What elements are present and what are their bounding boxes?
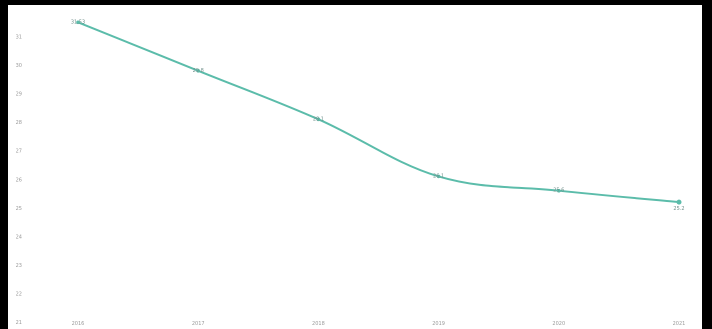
data-point	[316, 117, 321, 122]
y-tick-label: 30	[16, 63, 22, 69]
data-point	[196, 69, 200, 73]
point-labels: 31.53 29.8 28.1 26.1 25.6 25.2	[71, 19, 685, 212]
y-tick-label: 28	[16, 120, 22, 126]
y-tick-label: 24	[16, 234, 22, 240]
y-tick-label: 25	[16, 206, 22, 212]
x-axis-ticks: 2016 2017 2018 2019 2020 2021	[72, 321, 686, 327]
x-tick-label: 2019	[432, 321, 445, 327]
y-tick-label: 22	[16, 291, 22, 297]
point-label: 25.6	[553, 188, 564, 194]
x-tick-label: 2016	[72, 321, 85, 327]
x-tick-label: 2018	[312, 321, 325, 327]
y-axis-ticks: 21 22 23 24 25 26 27 28 29 30 31	[16, 35, 22, 326]
point-label: 26.1	[433, 173, 444, 179]
y-tick-label: 26	[16, 177, 22, 183]
x-tick-label: 2017	[192, 321, 205, 327]
y-tick-label: 27	[16, 149, 22, 155]
point-label: 31.53	[71, 19, 85, 25]
y-tick-label: 29	[16, 92, 22, 98]
point-label: 28.1	[313, 116, 324, 122]
x-tick-label: 2020	[552, 321, 565, 327]
point-label: 25.2	[673, 206, 684, 212]
data-point	[557, 188, 561, 193]
y-tick-label: 23	[16, 263, 22, 269]
data-point	[436, 174, 441, 179]
series-points	[76, 20, 682, 205]
x-tick-label: 2021	[673, 321, 686, 327]
y-tick-label: 21	[16, 320, 22, 326]
y-tick-label: 31	[16, 35, 22, 41]
series-line	[77, 21, 680, 204]
point-label: 29.8	[193, 68, 204, 74]
data-point	[76, 20, 80, 25]
data-point	[676, 199, 682, 205]
